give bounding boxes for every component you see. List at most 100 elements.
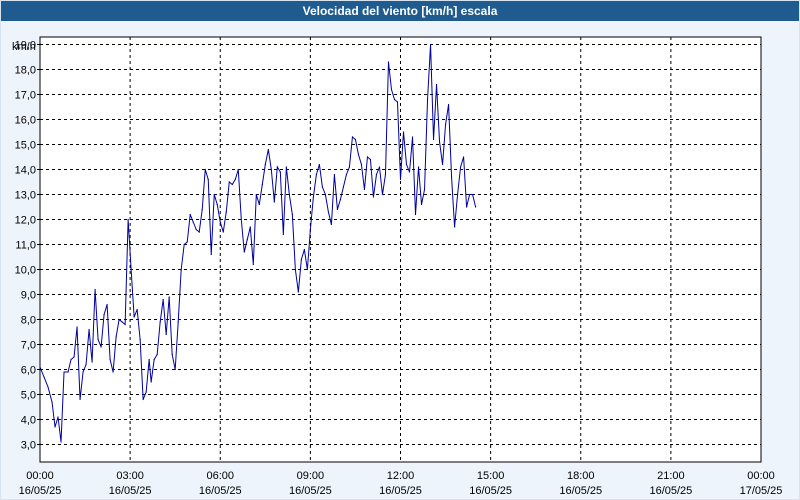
data-point: [432, 138, 435, 141]
data-point: [186, 241, 188, 243]
data-point: [82, 371, 84, 373]
data-point: [372, 196, 375, 198]
data-point: [285, 166, 287, 168]
data-point: [351, 136, 354, 138]
data-point: [207, 178, 209, 181]
data-point: [459, 166, 462, 168]
data-point: [468, 193, 471, 196]
data-point: [219, 221, 221, 223]
x-tick-label-date: 16/05/25: [379, 485, 422, 497]
data-point: [54, 426, 56, 428]
data-point: [73, 356, 75, 358]
x-tick-label-time: 06:00: [206, 470, 234, 482]
data-point: [423, 188, 426, 191]
data-point: [462, 156, 465, 158]
x-tick-label-time: 21:00: [657, 470, 685, 482]
x-tick-label-time: 18:00: [567, 470, 595, 482]
data-point: [195, 228, 197, 231]
data-point: [177, 321, 179, 323]
data-point: [363, 188, 366, 191]
data-point: [39, 366, 41, 368]
data-point: [109, 358, 111, 361]
y-tick-label: 13,0: [15, 190, 36, 202]
data-point: [252, 263, 254, 266]
data-point: [426, 98, 429, 101]
data-point: [324, 193, 326, 196]
data-point: [112, 371, 114, 373]
y-tick-label: 12,0: [15, 215, 36, 227]
data-point: [306, 268, 308, 271]
data-point: [453, 226, 456, 228]
y-tick-label: 10,0: [15, 265, 36, 277]
data-point: [94, 288, 96, 291]
data-point: [309, 228, 311, 231]
data-point: [198, 231, 200, 233]
data-point: [354, 138, 357, 141]
data-point: [243, 251, 245, 253]
data-point: [345, 173, 348, 176]
data-point: [472, 193, 474, 196]
x-tick-label-date: 16/05/25: [559, 485, 602, 497]
data-point: [357, 153, 360, 156]
data-point: [106, 303, 108, 306]
data-point: [222, 231, 224, 233]
data-point: [261, 183, 263, 186]
data-point: [165, 333, 167, 336]
data-point: [264, 163, 266, 166]
data-point: [291, 213, 293, 216]
data-point: [303, 248, 305, 251]
y-tick-label: 4,0: [21, 415, 36, 427]
data-point: [204, 168, 206, 171]
data-point: [456, 193, 459, 196]
data-point: [139, 338, 141, 341]
data-point: [327, 211, 329, 213]
data-point: [441, 163, 444, 166]
data-point: [270, 168, 272, 171]
x-tick-label-date: 16/05/25: [109, 485, 152, 497]
data-point: [142, 398, 144, 401]
data-point: [276, 166, 278, 168]
data-point: [213, 193, 215, 196]
data-point: [414, 213, 417, 216]
data-point: [348, 166, 351, 168]
data-point: [342, 186, 345, 188]
y-tick-label: 11,0: [15, 240, 36, 252]
data-point: [225, 211, 227, 213]
data-point: [180, 268, 182, 271]
axis-layer: 3,0 4,0 5,0 6,0 7,0 8,0 9,0 10,0 11,0 12,0 13,0 14,…: [15, 40, 783, 498]
data-point: [396, 101, 399, 103]
data-point: [429, 43, 432, 46]
data-point: [97, 338, 99, 341]
data-point: [282, 233, 284, 236]
data-point: [162, 298, 164, 301]
x-tick-label-date: 16/05/25: [19, 485, 62, 497]
data-point: [417, 166, 420, 168]
y-tick-label: 17,0: [15, 90, 36, 102]
data-point: [156, 353, 158, 356]
data-point: [267, 148, 269, 151]
data-point: [369, 158, 372, 161]
data-point: [321, 186, 323, 188]
data-point: [51, 401, 53, 403]
y-tick-label: 5,0: [21, 390, 36, 402]
data-point: [249, 226, 251, 228]
data-point: [79, 398, 81, 401]
data-point: [189, 213, 191, 216]
data-point: [121, 321, 123, 323]
data-point: [360, 163, 363, 166]
data-point: [435, 83, 438, 86]
data-point: [57, 416, 59, 418]
data-point: [390, 88, 393, 91]
data-point: [330, 223, 333, 226]
data-point: [475, 206, 477, 208]
data-point: [447, 103, 450, 106]
data-point: [118, 318, 120, 321]
data-point: [183, 243, 185, 246]
data-point: [153, 358, 155, 361]
data-point: [387, 61, 390, 63]
data-point: [258, 203, 260, 206]
data-point: [336, 208, 339, 211]
data-point: [294, 268, 296, 271]
data-point: [201, 208, 203, 211]
